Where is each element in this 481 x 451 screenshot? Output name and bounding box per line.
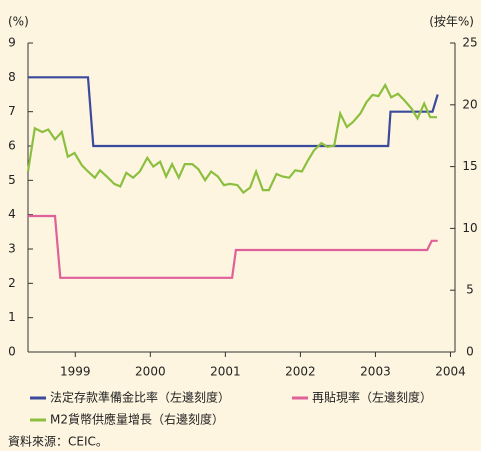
series-line: [28, 214, 438, 279]
x-tick-label: 2000: [135, 365, 166, 379]
y-tick-label: 9: [8, 36, 16, 50]
y-tick-label: 5: [8, 173, 16, 187]
x-tick-label: 1999: [60, 365, 91, 379]
source-note: 資料來源：CEIC。: [8, 435, 108, 449]
y2-tick-label: 25: [462, 36, 477, 50]
y-axis-label: (%): [8, 15, 29, 29]
x-tick-label: 2004: [435, 365, 466, 379]
legend-label: M2貨幣供應量增長（右邊刻度）: [50, 412, 224, 427]
y2-tick-label: 0: [466, 345, 474, 359]
legend-label: 再貼現率（左邊刻度）: [312, 390, 432, 405]
y-tick-label: 6: [8, 139, 16, 153]
y-tick-label: 8: [8, 70, 16, 84]
series-line: [28, 76, 439, 148]
y-tick-label: 7: [8, 104, 16, 118]
y-tick-label: 1: [8, 310, 16, 324]
y2-tick-label: 20: [462, 97, 477, 111]
legend-label: 法定存款準備金比率（左邊刻度）: [50, 390, 230, 405]
x-tick-label: 2003: [360, 365, 391, 379]
y2-axis-label: (按年%): [429, 15, 474, 29]
x-tick-label: 2002: [285, 365, 316, 379]
y-tick-label: 4: [8, 207, 16, 221]
y2-tick-label: 5: [466, 283, 474, 297]
y2-tick-label: 10: [462, 221, 477, 235]
series-line: [26, 82, 437, 195]
y-tick-label: 0: [8, 345, 16, 359]
x-tick-label: 2001: [210, 365, 241, 379]
y2-tick-label: 15: [462, 159, 477, 173]
y-tick-label: 2: [8, 276, 16, 290]
y-tick-label: 3: [8, 242, 16, 256]
